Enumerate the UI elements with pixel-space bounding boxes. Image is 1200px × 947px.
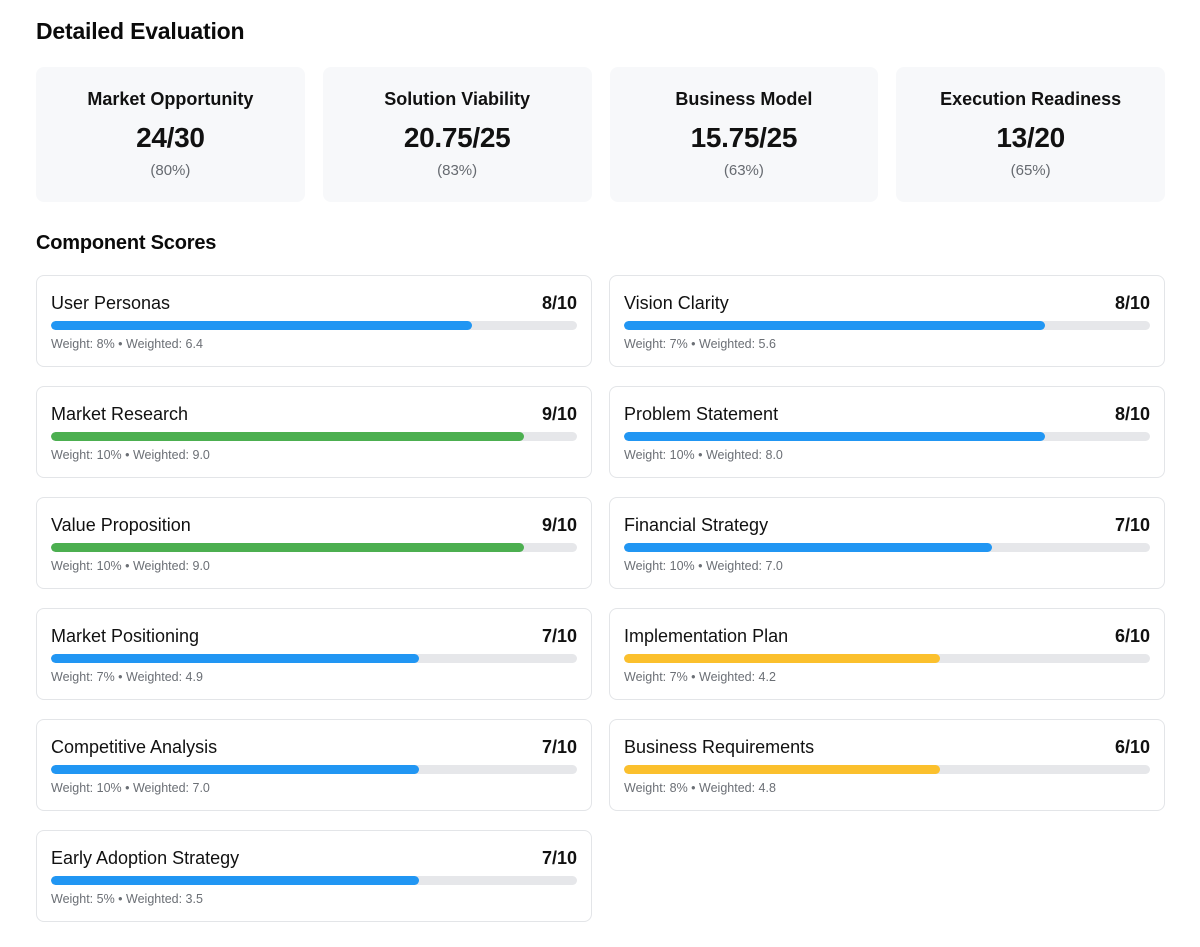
score-bar-fill: [624, 765, 940, 774]
component-card-business-requirements: Business Requirements 6/10 Weight: 8% • …: [609, 719, 1165, 811]
component-name: Vision Clarity: [624, 293, 729, 313]
component-card-market-research: Market Research 9/10 Weight: 10% • Weigh…: [36, 386, 592, 478]
summary-card-business-model: Business Model 15.75/25 (63%): [609, 67, 879, 202]
score-bar-fill: [624, 321, 1045, 330]
score-bar-fill: [51, 654, 420, 663]
score-bar-track: [51, 876, 577, 885]
component-score: 6/10: [1114, 626, 1150, 646]
component-weight: Weight: 10% • Weighted: 9.0: [51, 559, 210, 573]
summary-card-percent: (63%): [723, 162, 764, 179]
component-weight: Weight: 8% • Weighted: 4.8: [624, 781, 776, 795]
component-card-competitive-analysis: Competitive Analysis 7/10 Weight: 10% • …: [36, 719, 592, 811]
summary-card-execution-readiness: Execution Readiness 13/20 (65%): [896, 67, 1165, 202]
component-card-problem-statement: Problem Statement 8/10 Weight: 10% • Wei…: [609, 386, 1165, 478]
component-card-market-positioning: Market Positioning 7/10 Weight: 7% • Wei…: [36, 608, 592, 700]
component-scores-title: Component Scores: [36, 232, 217, 254]
component-score: 7/10: [541, 626, 577, 646]
component-weight: Weight: 10% • Weighted: 7.0: [624, 559, 783, 573]
summary-card-name: Business Model: [675, 89, 813, 109]
summary-card-solution-viability: Solution Viability 20.75/25 (83%): [322, 67, 592, 202]
summary-card-score: 20.75/25: [403, 122, 511, 153]
component-score: 6/10: [1114, 737, 1150, 757]
component-card-financial-strategy: Financial Strategy 7/10 Weight: 10% • We…: [609, 497, 1165, 589]
score-bar-fill: [624, 432, 1045, 441]
component-score: 7/10: [1114, 515, 1150, 535]
score-bar-track: [624, 654, 1150, 663]
summary-card-percent: (65%): [1010, 162, 1051, 179]
score-bar-track: [624, 543, 1150, 552]
score-bar-track: [624, 432, 1150, 441]
component-name: Implementation Plan: [624, 626, 789, 646]
score-bar-fill: [51, 876, 420, 885]
score-bar-fill: [51, 765, 420, 774]
summary-cards: Market Opportunity 24/30 (80%) Solution …: [36, 67, 1165, 202]
summary-card-name: Execution Readiness: [940, 89, 1122, 109]
component-score: 8/10: [1114, 404, 1150, 424]
component-score: 9/10: [541, 515, 577, 535]
component-name: Early Adoption Strategy: [51, 848, 240, 868]
score-bar-track: [624, 321, 1150, 330]
component-name: Value Proposition: [51, 515, 191, 535]
summary-card-name: Market Opportunity: [87, 89, 254, 109]
summary-card-percent: (80%): [150, 162, 191, 179]
component-card-vision-clarity: Vision Clarity 8/10 Weight: 7% • Weighte…: [609, 275, 1165, 367]
component-score: 8/10: [1114, 293, 1150, 313]
component-name: Market Positioning: [51, 626, 200, 646]
score-bar-track: [51, 543, 577, 552]
component-score: 9/10: [541, 404, 577, 424]
component-name: User Personas: [51, 293, 171, 313]
component-weight: Weight: 5% • Weighted: 3.5: [51, 892, 203, 906]
score-bar-track: [51, 765, 577, 774]
component-card-user-personas: User Personas 8/10 Weight: 8% • Weighted…: [36, 275, 592, 367]
component-name: Market Research: [51, 404, 189, 424]
score-bar-fill: [51, 321, 472, 330]
page-title: Detailed Evaluation: [36, 18, 245, 44]
score-bar-fill: [51, 432, 525, 441]
component-name: Financial Strategy: [624, 515, 769, 535]
summary-card-name: Solution Viability: [384, 89, 530, 109]
component-card-early-adoption-strategy: Early Adoption Strategy 7/10 Weight: 5% …: [36, 830, 592, 922]
component-weight: Weight: 10% • Weighted: 7.0: [51, 781, 210, 795]
component-card-value-proposition: Value Proposition 9/10 Weight: 10% • Wei…: [36, 497, 592, 589]
score-bar-fill: [624, 654, 940, 663]
component-weight: Weight: 7% • Weighted: 5.6: [624, 337, 776, 351]
component-score: 7/10: [541, 737, 577, 757]
component-scores-grid: User Personas 8/10 Weight: 8% • Weighted…: [36, 275, 1165, 922]
component-weight: Weight: 8% • Weighted: 6.4: [51, 337, 203, 351]
component-weight: Weight: 7% • Weighted: 4.2: [624, 670, 776, 684]
component-card-implementation-plan: Implementation Plan 6/10 Weight: 7% • We…: [609, 608, 1165, 700]
component-score: 7/10: [541, 848, 577, 868]
score-bar-fill: [624, 543, 993, 552]
component-score: 8/10: [541, 293, 577, 313]
score-bar-track: [51, 654, 577, 663]
component-name: Competitive Analysis: [51, 737, 218, 757]
component-weight: Weight: 10% • Weighted: 8.0: [624, 448, 783, 462]
summary-card-market-opportunity: Market Opportunity 24/30 (80%): [36, 67, 305, 202]
component-weight: Weight: 7% • Weighted: 4.9: [51, 670, 203, 684]
summary-card-score: 15.75/25: [690, 122, 798, 153]
summary-card-score: 13/20: [996, 122, 1065, 153]
score-bar-track: [51, 321, 577, 330]
score-bar-fill: [51, 543, 525, 552]
component-name: Problem Statement: [624, 404, 779, 424]
component-name: Business Requirements: [624, 737, 815, 757]
component-weight: Weight: 10% • Weighted: 9.0: [51, 448, 210, 462]
summary-card-percent: (83%): [437, 162, 478, 179]
score-bar-track: [51, 432, 577, 441]
score-bar-track: [624, 765, 1150, 774]
summary-card-score: 24/30: [136, 122, 205, 153]
